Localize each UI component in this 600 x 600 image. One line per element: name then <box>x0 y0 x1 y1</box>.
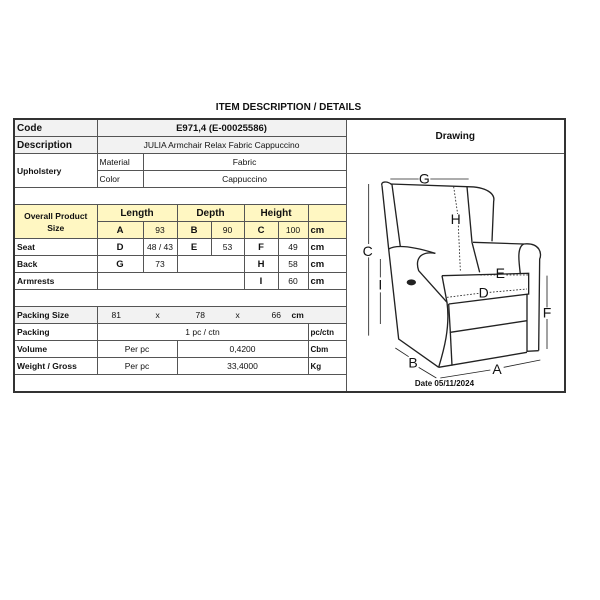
seat-label: Seat <box>13 238 98 256</box>
dim-e-value: 53 <box>210 238 245 256</box>
weight-per: Per pc <box>96 357 178 375</box>
packing-value: 1 pc / ctn <box>96 323 309 341</box>
packing-width: 78 <box>195 310 205 320</box>
code-label: Code <box>13 118 98 137</box>
description-label: Description <box>13 136 98 154</box>
material-label: Material <box>96 153 144 171</box>
dim-i-label: I <box>243 272 279 290</box>
empty-cell <box>96 272 245 290</box>
spacer-row <box>13 289 347 307</box>
packing-size-label: Packing Size <box>13 306 98 324</box>
color-value: Cappuccino <box>142 170 347 188</box>
unit: cm <box>307 255 347 273</box>
length-header: Length <box>96 204 178 222</box>
dim-c-value: 100 <box>277 221 309 239</box>
dim-c: C <box>362 243 372 259</box>
packing-label: Packing <box>13 323 98 341</box>
dim-c-label: C <box>243 221 279 239</box>
description-value: JULIA Armchair Relax Fabric Cappuccino <box>96 136 347 154</box>
dim-d: D <box>478 284 488 300</box>
weight-label: Weight / Gross <box>13 357 98 375</box>
dim-d-label: D <box>96 238 144 256</box>
times-sign: x <box>155 310 160 320</box>
dim-i-value: 60 <box>277 272 309 290</box>
unit: cm <box>307 238 347 256</box>
material-value: Fabric <box>142 153 347 171</box>
dim-h: H <box>450 211 460 227</box>
spacer-row <box>13 187 347 205</box>
dim-f-label: F <box>243 238 279 256</box>
upholstery-label: Upholstery <box>13 153 98 188</box>
unit: cm <box>307 272 347 290</box>
dim-e-label: E <box>176 238 212 256</box>
armrests-label: Armrests <box>13 272 98 290</box>
dim-a-value: 93 <box>142 221 178 239</box>
back-label: Back <box>13 255 98 273</box>
height-header: Height <box>243 204 309 222</box>
empty-cell <box>176 255 245 273</box>
unit: Kg <box>307 357 347 375</box>
volume-per: Per pc <box>96 340 178 358</box>
packing-length: 81 <box>111 310 121 320</box>
dim-b-value: 90 <box>210 221 245 239</box>
packing-size-value: 81 x 78 x 66 cm <box>96 306 347 324</box>
dim-g-label: G <box>96 255 144 273</box>
armchair-drawing: G H C I E D F B A <box>362 170 551 379</box>
dim-b-label: B <box>176 221 212 239</box>
drawing-header: Drawing <box>345 118 566 154</box>
sheet-title: ITEM DESCRIPTION / DETAILS <box>215 102 362 113</box>
drawing-cell: G H C I E D F B A <box>345 153 566 393</box>
dim-e: E <box>495 265 504 281</box>
weight-value: 33,4000 <box>176 357 309 375</box>
dim-d-value: 48 / 43 <box>142 238 178 256</box>
dimension-labels: G H C I E D F B A <box>362 170 551 377</box>
unit: pc/ctn <box>307 323 347 341</box>
color-label: Color <box>96 170 144 188</box>
volume-value: 0,4200 <box>176 340 309 358</box>
empty-cell <box>307 204 347 222</box>
unit: cm <box>307 221 347 239</box>
overall-size-label: Overall Product Size <box>13 204 98 239</box>
dim-a: A <box>492 361 502 377</box>
dim-b: B <box>408 354 417 370</box>
dim-i: I <box>378 276 382 292</box>
dim-a-label: A <box>96 221 144 239</box>
dim-f-value: 49 <box>277 238 309 256</box>
dim-g-value: 73 <box>142 255 178 273</box>
dim-h-value: 58 <box>277 255 309 273</box>
depth-header: Depth <box>176 204 245 222</box>
dim-h-label: H <box>243 255 279 273</box>
dim-f: F <box>542 304 551 320</box>
packing-height: 66 <box>271 310 281 320</box>
volume-label: Volume <box>13 340 98 358</box>
dim-g: G <box>418 170 429 186</box>
unit: cm <box>291 310 304 320</box>
times-sign: x <box>235 310 240 320</box>
code-value: E971,4 (E-00025586) <box>96 118 347 137</box>
unit: Cbm <box>307 340 347 358</box>
details-table: Code E971,4 (E-00025586) Drawing Descrip… <box>13 118 567 393</box>
